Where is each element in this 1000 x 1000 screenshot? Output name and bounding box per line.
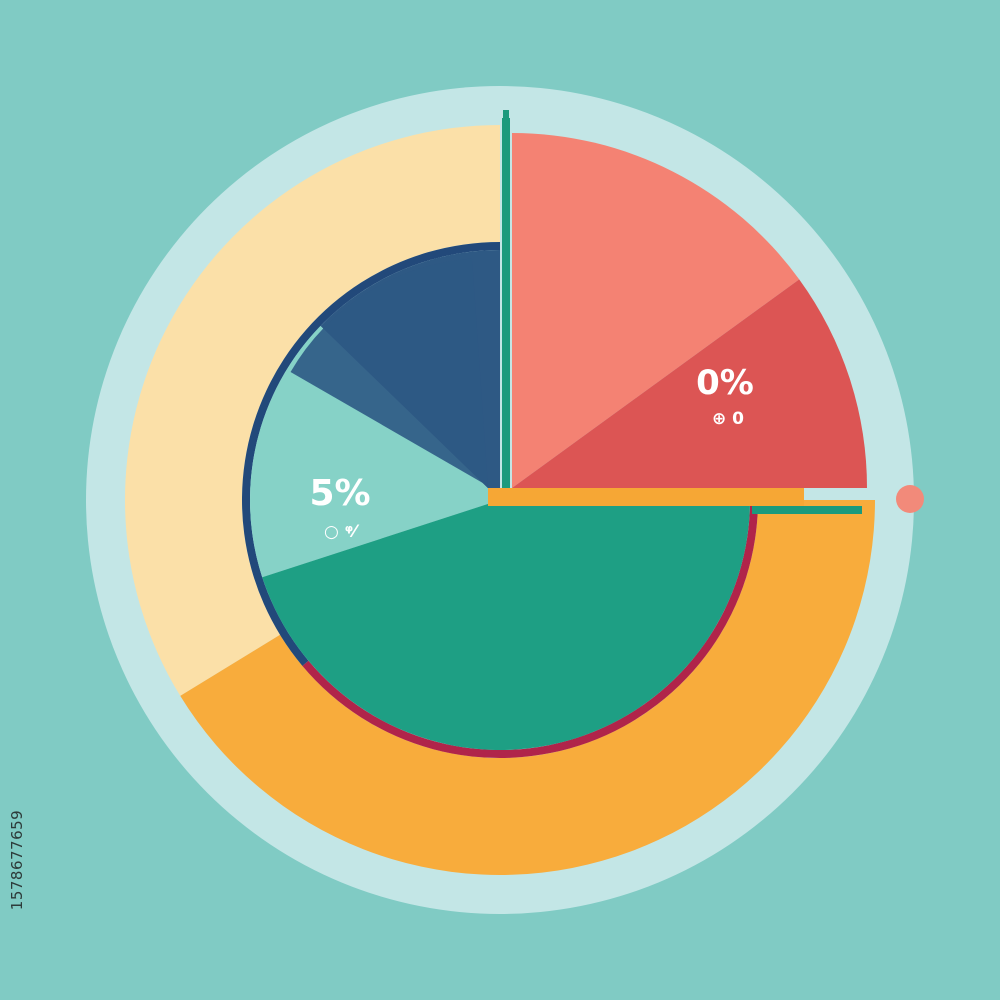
outer-ring-slice-0 <box>125 124 501 696</box>
inner-percent-label: 5% <box>309 473 370 514</box>
chart-accents <box>488 110 924 514</box>
inner-pie <box>241 242 758 758</box>
inner-pie-slice-1 <box>249 326 500 578</box>
inner-pie-navy-highlight <box>290 258 488 486</box>
exploded-quadrant <box>512 133 867 488</box>
quadrant-slice-1 <box>512 279 867 488</box>
quadrant-divider-horizontal <box>488 488 804 506</box>
accent-dot <box>896 485 924 513</box>
ring-divider-top <box>503 110 509 128</box>
outer-ring-slice-1 <box>180 500 875 876</box>
ring-divider-right <box>752 506 862 514</box>
quadrant-slice-0 <box>512 133 800 488</box>
outer-ring <box>125 124 875 876</box>
inner-pie-slice-2 <box>262 500 750 751</box>
quadrant-divider-vertical <box>502 118 510 490</box>
quadrant-glyphs-label: ⊕ 0 <box>712 409 744 429</box>
inner-glyphs-label: ○ ᵠ⁄ <box>324 522 360 542</box>
stock-id-label: 1578677659 <box>6 760 28 960</box>
quadrant-percent-label: 0% <box>696 363 754 403</box>
stock-id-text: 1578677659 <box>8 809 26 911</box>
